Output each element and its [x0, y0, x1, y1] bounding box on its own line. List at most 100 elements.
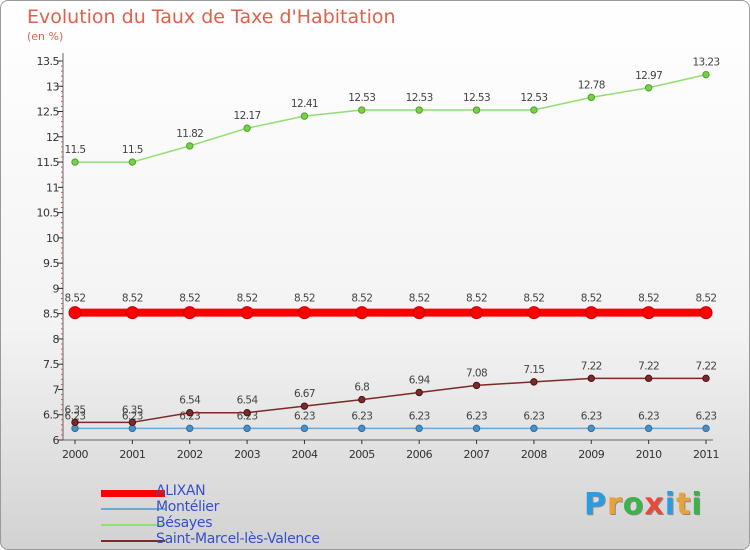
data-label: 6.23	[409, 410, 430, 422]
data-label: 12.53	[348, 92, 375, 104]
data-point	[297, 306, 311, 320]
data-label: 6.54	[179, 395, 201, 407]
series-3: 6.35 6.35 6.54 6.54 6.67 6.8 6.94 7.08 7.15 7.22 7…	[65, 360, 717, 427]
data-point	[300, 112, 309, 120]
data-label: 8.52	[122, 293, 143, 305]
data-point	[186, 409, 194, 417]
y-tick-label: 12	[46, 131, 59, 144]
x-tick-label: 2011	[693, 448, 719, 461]
data-label: 12.53	[406, 92, 433, 104]
legend-label: Saint-Marcel-lès-Valence	[156, 531, 320, 547]
legend-label: ALIXAN	[156, 483, 206, 499]
y-tick-label: 9.5	[43, 257, 59, 270]
data-point	[644, 84, 653, 92]
data-label: 7.15	[523, 364, 544, 376]
data-point	[240, 306, 254, 320]
data-label: 7.22	[581, 360, 602, 372]
data-label: 7.22	[696, 360, 717, 372]
series-line	[75, 377, 706, 424]
data-label: 6.23	[122, 410, 143, 422]
data-point	[702, 424, 710, 433]
data-label: 8.52	[65, 293, 86, 305]
x-tick-label: 2008	[521, 448, 547, 461]
data-point	[355, 306, 369, 320]
x-tick-label: 2001	[119, 448, 145, 461]
data-label: 12.17	[234, 110, 261, 122]
y-tick-label: 7.5	[43, 358, 59, 371]
data-label: 8.52	[294, 293, 315, 305]
data-label: 6.54	[237, 395, 259, 407]
data-point	[642, 306, 656, 320]
data-label: 6.23	[294, 410, 315, 422]
data-label: 6.23	[638, 410, 659, 422]
data-point	[68, 306, 82, 320]
data-point	[71, 424, 79, 433]
y-tick-label: 13	[46, 80, 59, 93]
data-label: 6.23	[65, 410, 86, 422]
y-tick-label: 11.5	[37, 156, 60, 169]
x-tick-label: 2004	[291, 448, 317, 461]
data-point	[472, 381, 481, 390]
x-tick-label: 2009	[578, 448, 604, 461]
data-label: 6.23	[523, 410, 544, 422]
data-label: 6.8	[354, 382, 369, 394]
data-point	[358, 424, 366, 433]
data-label: 11.5	[65, 144, 86, 156]
data-label: 13.23	[692, 57, 719, 69]
y-tick-label: 7	[53, 383, 60, 396]
data-point	[300, 402, 309, 410]
data-label: 8.52	[466, 293, 487, 305]
data-label: 8.52	[409, 293, 430, 305]
logo-letter: r	[607, 487, 623, 522]
data-point	[415, 424, 423, 433]
data-label: 8.52	[696, 293, 717, 305]
legend-label: Bésayes	[156, 515, 213, 531]
data-point	[530, 424, 538, 433]
logo-letter: t	[676, 487, 692, 522]
data-point	[644, 374, 653, 383]
series-layer: 6.23 6.23 6.23 6.23 6.23 6.23 6.23 6.23 6.23 6.23…	[65, 57, 720, 433]
data-point	[472, 106, 481, 114]
series-1: 6.23 6.23 6.23 6.23 6.23 6.23 6.23 6.23 6.23 6.23…	[65, 410, 717, 433]
data-label: 7.08	[466, 367, 487, 379]
y-tick-label: 9	[53, 282, 60, 295]
data-label: 12.53	[463, 92, 490, 104]
x-tick-label: 2002	[177, 448, 203, 461]
y-tick-label: 6.5	[43, 409, 59, 422]
data-point	[186, 424, 194, 433]
x-tick-label: 2007	[464, 448, 490, 461]
data-point	[186, 142, 194, 150]
data-point	[415, 388, 423, 397]
data-label: 8.52	[351, 293, 372, 305]
data-label: 12.78	[578, 79, 605, 91]
logo-letter: o	[622, 487, 645, 522]
data-label: 8.52	[237, 293, 258, 305]
legend-swatch	[101, 540, 165, 542]
data-label: 6.23	[466, 410, 487, 422]
data-label: 11.5	[122, 144, 143, 156]
data-label: 6.94	[409, 374, 431, 386]
legend-label: Montélier	[156, 499, 220, 515]
logo-letter: x	[644, 487, 665, 522]
data-point	[300, 424, 309, 433]
y-tick-label: 10	[46, 232, 59, 245]
data-point	[128, 418, 137, 427]
data-point	[71, 418, 79, 427]
data-label: 11.82	[176, 128, 203, 140]
data-point	[530, 106, 538, 114]
data-label: 6.23	[581, 410, 602, 422]
logo-letter: i	[664, 487, 677, 522]
data-point	[587, 424, 595, 433]
data-label: 8.52	[638, 293, 659, 305]
data-point	[243, 424, 251, 433]
data-label: 12.53	[520, 92, 547, 104]
data-point	[702, 70, 710, 79]
data-label: 12.97	[635, 70, 662, 82]
series-2: 11.5 11.5 11.82 12.17 12.41 12.53 12.53 12.53 12…	[65, 57, 720, 166]
data-point	[358, 395, 366, 404]
chart-unit: (en %)	[27, 30, 64, 43]
x-tick-label: 2006	[406, 448, 432, 461]
data-label: 8.52	[179, 293, 200, 305]
data-label: 6.35	[122, 404, 143, 416]
